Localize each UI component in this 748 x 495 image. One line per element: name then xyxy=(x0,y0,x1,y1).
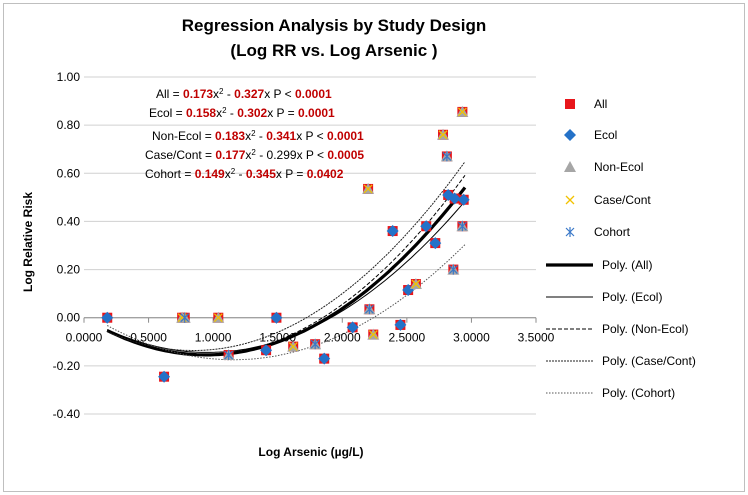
point-ecol xyxy=(260,344,273,357)
equation-annotations: All = 0.173x2 - 0.327x P < 0.0001 Ecol = … xyxy=(145,87,364,182)
legend-label: Poly. (All) xyxy=(602,258,652,272)
point-cohort xyxy=(364,304,374,315)
point-ecol xyxy=(386,225,399,238)
y-axis-label: Log Relative Risk xyxy=(21,192,35,292)
point-casecont xyxy=(457,107,467,117)
legend: All Ecol Non-Ecol Case/Cont Cohort Poly. (All… xyxy=(546,97,696,400)
data-points xyxy=(101,105,470,383)
trendline-polycasecont xyxy=(107,161,466,351)
chart-subtitle: (Log RR vs. Log Arsenic ) xyxy=(230,41,437,60)
y-tick-label: 0.60 xyxy=(57,166,81,180)
trendline-polycohort xyxy=(106,244,466,361)
point-ecol xyxy=(420,220,433,233)
point-ecol xyxy=(394,318,407,331)
trendline-polynonecol xyxy=(106,175,466,356)
point-ecol xyxy=(318,352,331,365)
y-tick-label: -0.20 xyxy=(53,359,81,373)
equation-nonecol: Non-Ecol = 0.183x2 - 0.341x P < 0.0001 xyxy=(152,129,364,144)
y-tick-label: 0.80 xyxy=(57,118,81,132)
point-ecol xyxy=(270,311,283,324)
legend-marker-cohort xyxy=(565,227,575,237)
x-tick-label: 1.0000 xyxy=(195,331,232,345)
trendlines xyxy=(106,161,467,361)
y-tick-label: 0.20 xyxy=(57,263,81,277)
tick-labels: -0.40 -0.20 0.00 0.20 0.40 0.60 0.80 1.00 0.0000… xyxy=(53,70,555,421)
point-ecol xyxy=(429,237,442,250)
point-ecol xyxy=(448,192,461,205)
y-tick-label: 1.00 xyxy=(57,70,81,84)
x-tick-label: 2.0000 xyxy=(324,331,361,345)
legend-label: Poly. (Case/Cont) xyxy=(602,354,696,368)
point-cohort xyxy=(442,151,452,162)
point-casecont xyxy=(288,342,298,352)
point-casecont xyxy=(438,130,448,140)
x-tick-label: 0.5000 xyxy=(130,331,167,345)
legend-label: Poly. (Cohort) xyxy=(602,386,675,400)
equation-ecol: Ecol = 0.158x2 - 0.302x P = 0.0001 xyxy=(149,106,335,121)
equation-casecont: Case/Cont = 0.177x2 - 0.299x P < 0.0005 xyxy=(145,148,364,163)
x-tick-label: 3.0000 xyxy=(453,331,490,345)
legend-marker-casecont xyxy=(565,195,575,205)
point-ecol xyxy=(346,321,359,334)
legend-marker-nonecol xyxy=(564,161,576,172)
point-casecont xyxy=(213,313,223,323)
point-ecol xyxy=(101,311,114,324)
point-casecont xyxy=(411,279,421,289)
chart-frame: Regression Analysis by Study Design (Log… xyxy=(3,3,745,492)
legend-label: Poly. (Ecol) xyxy=(602,290,662,304)
point-casecont xyxy=(368,330,378,340)
x-tick-label: 1.5000 xyxy=(259,331,296,345)
point-cohort xyxy=(448,264,458,275)
y-tick-label: 0.40 xyxy=(57,214,81,228)
legend-marker-ecol xyxy=(564,129,576,141)
legend-label: Cohort xyxy=(594,225,631,239)
regression-chart: Regression Analysis by Study Design (Log… xyxy=(21,16,696,459)
chart-title: Regression Analysis by Study Design xyxy=(182,16,487,35)
legend-label: Case/Cont xyxy=(594,193,651,207)
x-tick-label: 0.0000 xyxy=(66,331,103,345)
point-ecol xyxy=(158,370,171,383)
legend-label: All xyxy=(594,97,607,111)
point-ecol xyxy=(457,193,470,206)
equation-all: All = 0.173x2 - 0.327x P < 0.0001 xyxy=(156,87,332,102)
y-tick-label: 0.00 xyxy=(57,311,81,325)
legend-marker-all xyxy=(565,99,575,109)
point-cohort xyxy=(180,312,190,323)
point-cohort xyxy=(224,350,234,361)
point-cohort xyxy=(457,221,467,232)
x-axis-label: Log Arsenic (µg/L) xyxy=(258,445,363,459)
point-cohort xyxy=(310,339,320,350)
legend-label: Ecol xyxy=(594,128,617,142)
trendline-polyecol xyxy=(106,200,466,353)
legend-label: Non-Ecol xyxy=(594,160,643,174)
legend-label: Poly. (Non-Ecol) xyxy=(602,322,688,336)
grid-lines xyxy=(83,76,537,415)
y-tick-label: -0.40 xyxy=(53,407,81,421)
x-tick-label: 2.5000 xyxy=(389,331,426,345)
x-tick-label: 3.5000 xyxy=(518,331,555,345)
equation-cohort: Cohort = 0.149x2 - 0.345x P = 0.0402 xyxy=(145,167,344,182)
point-casecont xyxy=(363,184,373,194)
